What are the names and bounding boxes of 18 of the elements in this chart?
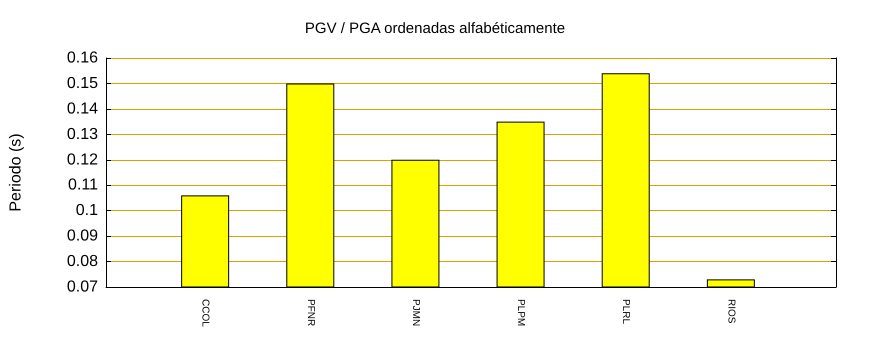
- y-axis-title: Periodo (s): [8, 133, 24, 212]
- y-tick-label: 0.09: [66, 228, 98, 245]
- y-tick-label: 0.1: [76, 202, 98, 220]
- y-tick-label: 0.11: [68, 176, 98, 194]
- x-tick-label: RIOS: [725, 299, 736, 324]
- x-tick-label: PLPM: [515, 299, 526, 326]
- y-tick-label: 0.14: [66, 100, 98, 118]
- y-tick-label: 0.12: [66, 151, 98, 168]
- y-tick-label: 0.08: [66, 253, 98, 270]
- x-tick-label: PJMN: [410, 299, 421, 326]
- x-tick-label: PLRL: [620, 299, 632, 324]
- y-tick-label: 0.16: [66, 50, 98, 66]
- y-tick-label: 0.15: [66, 74, 98, 92]
- y-tick-label: 0.07: [66, 278, 98, 296]
- x-tick-label: CCOL: [200, 299, 211, 328]
- chart-title: PGV / PGA ordenadas alfabéticamente: [304, 20, 566, 37]
- y-tick-label: 0.13: [66, 126, 98, 143]
- x-tick-label: PFNR: [304, 299, 316, 326]
